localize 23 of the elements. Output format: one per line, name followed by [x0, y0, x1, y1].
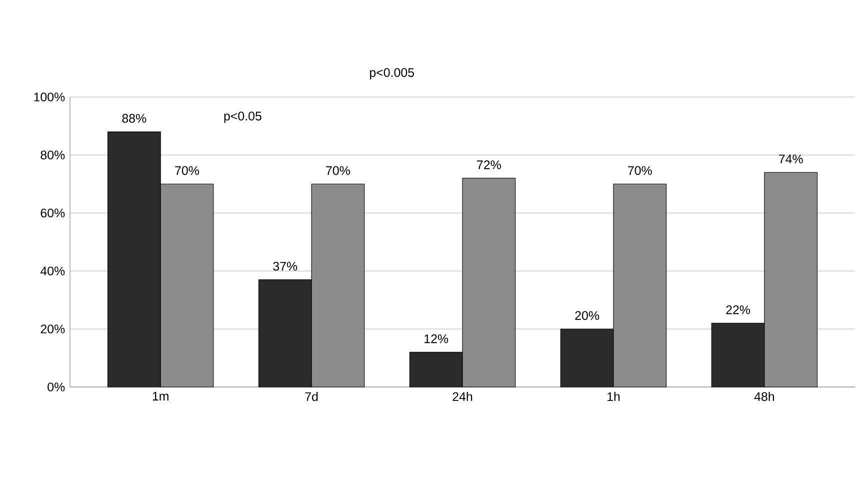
data-label: 72% — [477, 160, 501, 170]
y-tick-label: 80% — [40, 150, 65, 160]
x-tick-label: 1m — [152, 392, 168, 400]
data-label: 37% — [273, 262, 298, 271]
y-tick-label: 60% — [40, 208, 65, 218]
x-tick-label: 48h — [754, 392, 774, 402]
y-tick-label: 0% — [48, 382, 65, 392]
x-tick-label: 7d — [305, 392, 318, 402]
data-label: 70% — [175, 166, 200, 175]
y-tick-label: 40% — [40, 266, 65, 276]
text: p<0.005 — [370, 68, 414, 80]
x-tick-label: 1h — [607, 392, 620, 401]
x-tick-label: 24h — [452, 392, 472, 401]
data-label: 70% — [326, 166, 350, 175]
data-label: 20% — [575, 311, 600, 320]
y-tick-label: 100% — [34, 92, 65, 102]
data-label: 74% — [779, 154, 803, 164]
annotation: p<0.05 — [224, 112, 262, 123]
data-label: 12% — [424, 334, 448, 344]
data-label: 22% — [726, 305, 750, 314]
y-tick-label: 20% — [40, 324, 65, 334]
data-label: 88% — [122, 114, 146, 123]
data-label: 70% — [628, 166, 652, 175]
